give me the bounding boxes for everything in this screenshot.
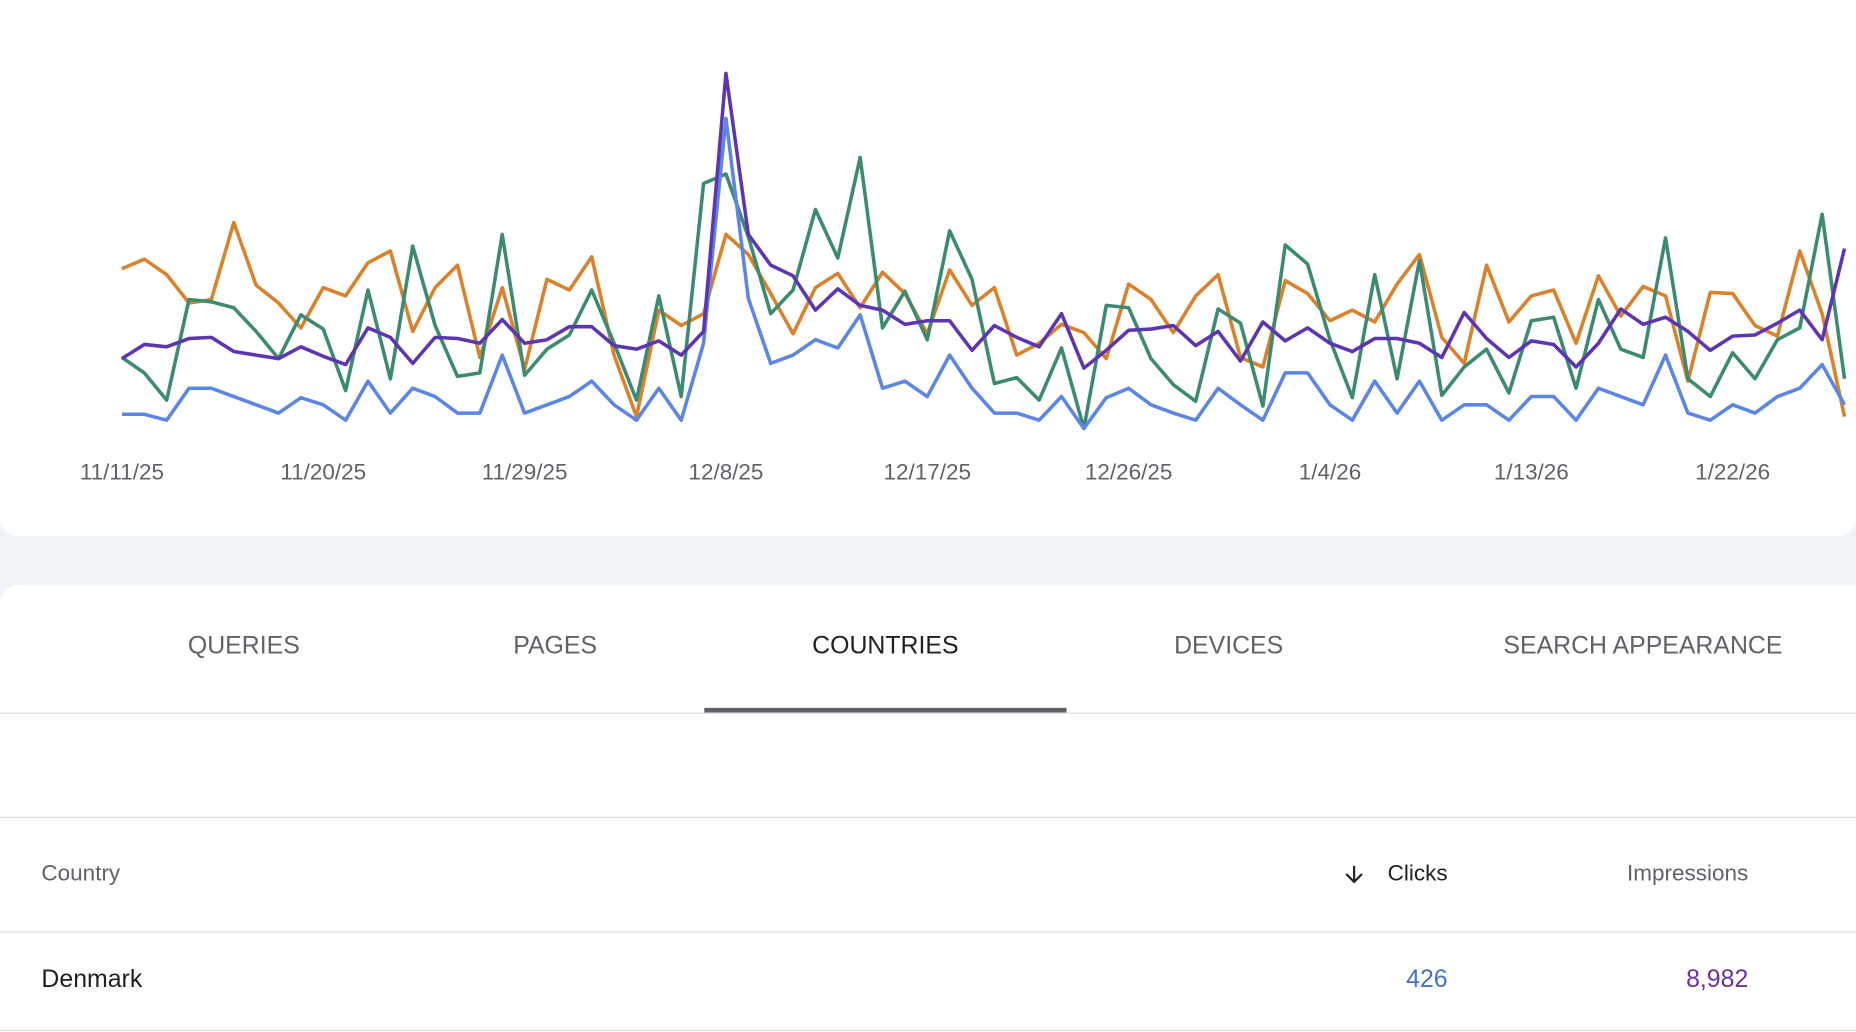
column-header[interactable]: Country [41,861,121,887]
sort-arrow-icon[interactable] [1341,862,1367,888]
series-line [120,155,1847,431]
x-tick-label: 12/26/25 [1085,459,1172,484]
chart-card: 11/11/25 11/20/25 11/29/25 12/8/25 12/17/25 1… [0,0,1856,537]
series-line [121,220,1847,419]
divider [0,816,1856,818]
table-cell[interactable]: Denmark [41,965,143,994]
tab[interactable]: PAGES [513,632,598,660]
table-cell: 8,982 [1686,965,1749,994]
tab[interactable]: QUERIES [187,632,300,660]
x-tick-label: 1/13/26 [1494,459,1569,484]
x-tick-label: 1/22/26 [1695,459,1770,484]
column-header[interactable]: Clicks [1387,861,1448,887]
divider [0,1029,1856,1031]
x-tick-label: 11/11/25 [80,459,164,484]
x-tick-label: 11/20/25 [280,459,366,484]
x-tick-label: 1/4/26 [1299,459,1361,484]
x-tick-label: 11/29/25 [482,459,568,484]
x-tick-label: 12/17/25 [884,459,971,484]
x-tick-label: 12/8/25 [688,459,763,484]
tab[interactable]: SEARCH APPEARANCE [1503,632,1783,660]
column-header[interactable]: Impressions [1627,861,1749,887]
report-card: QUERIES PAGES COUNTRIES DEVICES SEARCH APPEA… [0,584,1856,1032]
tab[interactable]: DEVICES [1174,632,1284,660]
chart: 11/11/25 11/20/25 11/29/25 12/8/25 12/17/25 1… [80,71,1847,484]
series-line [121,116,1847,431]
table-cell: 426 [1406,965,1448,994]
tab-indicator [704,707,1067,713]
series-line [120,71,1847,370]
tab[interactable]: COUNTRIES [812,632,959,660]
divider [0,712,1856,714]
divider [0,931,1856,933]
